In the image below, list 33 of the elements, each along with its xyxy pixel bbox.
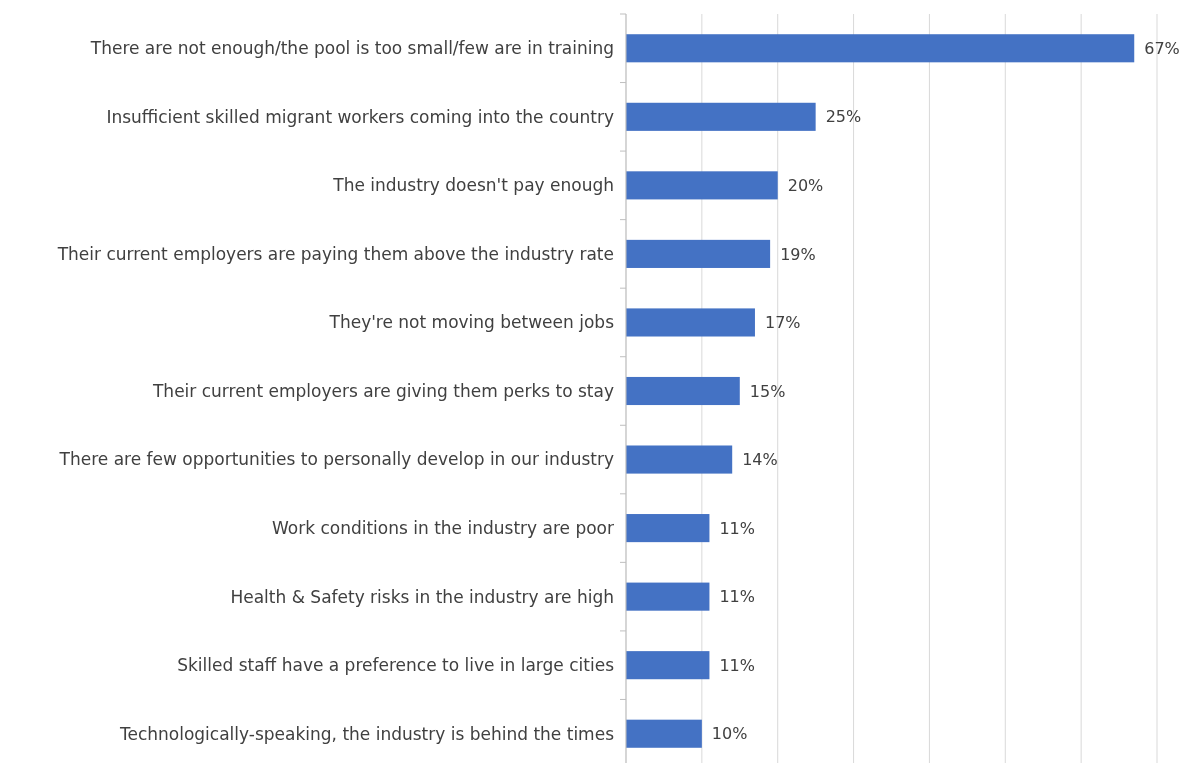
bar [626,719,702,748]
data-label: 15% [749,381,786,401]
data-label: 17% [764,313,801,333]
bar [626,582,710,611]
data-label: 19% [780,244,816,264]
y-tick-label: Insufficient skilled migrant workers coming into the country [106,106,614,127]
data-label: 10% [711,724,748,744]
y-tick-label: Health & Safety risks in the industry are high [230,586,614,607]
bar [626,651,710,680]
y-tick-label: Their current employers are paying them above the industry rate [56,243,614,264]
bar [626,34,1135,63]
data-label: 14% [742,450,778,470]
bar [626,308,755,337]
data-label: 67% [1144,38,1180,58]
y-tick-label: Skilled staff have a preference to live in large cities [177,655,615,676]
data-label: 11% [719,587,756,607]
y-tick-label: The industry doesn't pay enough [332,175,614,196]
y-tick-label: There are few opportunities to personally develop in our industry [58,449,614,470]
bar [626,514,710,543]
y-tick-label: Their current employers are giving them perks to stay [151,380,614,401]
data-label: 11% [719,518,756,538]
bar [626,102,816,131]
data-label: 25% [825,107,862,127]
bar [626,445,733,474]
bar [626,376,740,406]
y-tick-label: There are not enough/the pool is too small/few are in training [89,38,614,59]
y-tick-label: Work conditions in the industry are poor [271,518,614,539]
y-tick-label: Technologically-speaking, the industry is behind the times [118,723,615,744]
y-tick-label: They're not moving between jobs [328,312,615,333]
bar [626,171,778,200]
bar [626,239,771,268]
data-label: 20% [787,175,824,195]
data-label: 11% [719,655,756,675]
